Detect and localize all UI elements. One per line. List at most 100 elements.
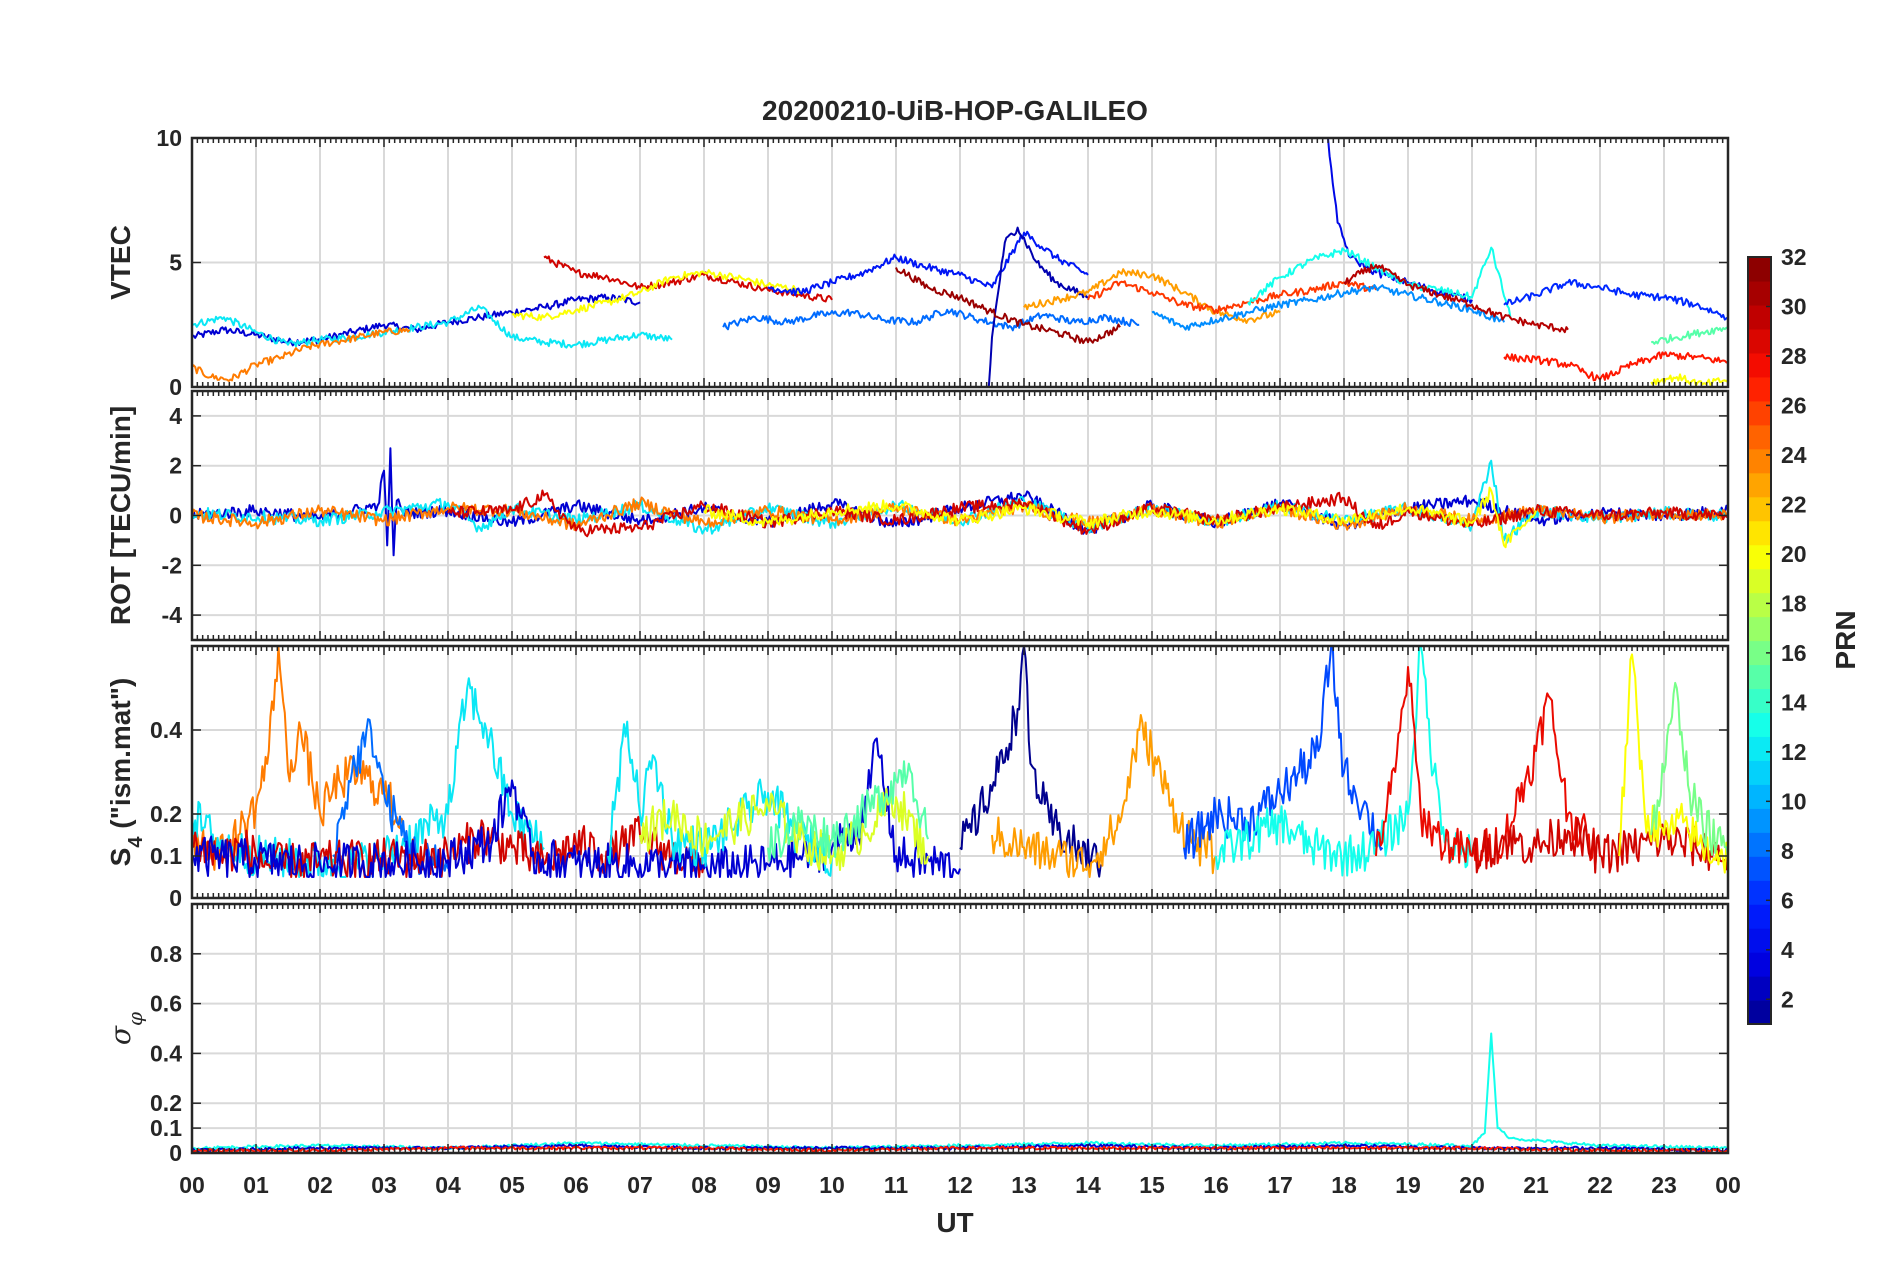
- y-tick-label: 0: [169, 885, 182, 911]
- x-tick-label: 22: [1587, 1172, 1613, 1198]
- colorbar-bin: [1748, 712, 1771, 737]
- vtec-series-prn-26: [1087, 280, 1377, 314]
- s4-panel: 00.10.20.4S4 ("ism.mat"): [105, 644, 1730, 911]
- colorbar-bin: [1748, 592, 1771, 618]
- x-tick-label: 03: [371, 1172, 397, 1198]
- x-axis-tick-labels: 00 01 02 03 04 05 06 07 08 09 10 11 12 13 14 15 16 17 18 19…: [179, 1172, 1741, 1198]
- colorbar-bin: [1748, 880, 1771, 905]
- rot-y-axis-label: ROT [TECU/min]: [105, 406, 136, 625]
- s4-series-prn-7: [1183, 646, 1384, 860]
- vtec-series-prn-6: [1503, 278, 1728, 321]
- y-tick-label: 0: [169, 503, 182, 529]
- colorbar-tick-label: 20: [1781, 541, 1807, 567]
- vtec-series-prn-5: [767, 230, 1089, 296]
- x-minor-ticks: [191, 646, 1729, 898]
- series-group: [192, 138, 1728, 387]
- x-tick-label: 21: [1523, 1172, 1549, 1198]
- sigma-phi-panel: 00.10.2 0.4 0.6 0.8 σφ: [104, 902, 1730, 1166]
- colorbar-bin: [1748, 280, 1771, 306]
- x-tick-label: 00: [1715, 1172, 1741, 1198]
- colorbar-bin: [1748, 376, 1771, 402]
- x-tick-label: 01: [243, 1172, 269, 1198]
- vtec-series-prn-30: [1343, 263, 1569, 334]
- vtec-series-prn-31: [895, 267, 1121, 345]
- x-tick-label: 16: [1203, 1172, 1229, 1198]
- y-label-main: S: [105, 848, 136, 867]
- vtec-y-axis-label: VTEC: [105, 225, 136, 300]
- x-tick-label: 08: [691, 1172, 717, 1198]
- y-tick-label: 0.2: [150, 801, 182, 827]
- s4-series-prn-20: [1618, 653, 1728, 874]
- colorbar-bin: [1748, 472, 1771, 498]
- x-axis-label: UT: [936, 1207, 973, 1238]
- s4-series-prn-8: [332, 718, 449, 878]
- x-tick-label: 19: [1395, 1172, 1421, 1198]
- s4-series-prn-29: [1471, 817, 1728, 874]
- colorbar-bin: [1748, 808, 1771, 833]
- x-tick-label: 17: [1267, 1172, 1293, 1198]
- rot-series-prn-29: [447, 489, 1728, 538]
- colorbar-bin: [1748, 904, 1771, 929]
- vtec-series-prn-23: [1023, 268, 1281, 324]
- y-label-main: σ: [104, 1025, 137, 1045]
- chart-title: 20200210-UiB-HOP-GALILEO: [762, 95, 1148, 126]
- colorbar-tick-label: 26: [1781, 392, 1807, 418]
- colorbar-label: PRN: [1830, 610, 1861, 669]
- y-tick-label: 0.2: [150, 1090, 182, 1116]
- rot-series-prn-20: [703, 486, 1537, 549]
- colorbar-bin: [1748, 616, 1771, 642]
- colorbar-frame: [1747, 256, 1772, 1025]
- x-tick-label: 15: [1139, 1172, 1165, 1198]
- colorbar-bin: [1748, 400, 1771, 426]
- y-label-rest: ("ism.mat"): [105, 678, 136, 837]
- colorbar-bin: [1748, 976, 1771, 1001]
- colorbar-bin: [1748, 784, 1771, 809]
- y-tick-label: 0: [169, 1140, 182, 1166]
- colorbar-tick-label: 4: [1781, 937, 1794, 963]
- vtec-series-prn-15: [1651, 326, 1728, 345]
- colorbar-tick-label: 6: [1781, 887, 1794, 913]
- x-tick-label: 18: [1331, 1172, 1357, 1198]
- vtec-series-prn-8: [722, 308, 1140, 332]
- vtec-series-prn-24: [192, 327, 411, 382]
- s4-series-prn-23: [991, 714, 1217, 878]
- vtec-series-prn-2: [987, 226, 1089, 387]
- colorbar-bin: [1748, 928, 1771, 953]
- colorbar-tick-label: 12: [1781, 739, 1807, 765]
- colorbar-tick-label: 2: [1781, 986, 1794, 1012]
- colorbar-bin: [1748, 664, 1771, 690]
- s4-series-prn-15: [767, 760, 929, 862]
- y-label-sub: φ: [123, 1012, 147, 1026]
- x-tick-label: 14: [1075, 1172, 1101, 1198]
- y-tick-label: 0.8: [150, 941, 182, 967]
- colorbar-bin: [1748, 568, 1771, 594]
- colorbar-tick-label: 22: [1781, 491, 1807, 517]
- colorbar-tick-label: 24: [1781, 442, 1807, 468]
- colorbar-bin: [1748, 424, 1771, 450]
- colorbar-bin: [1748, 520, 1771, 546]
- colorbar-bin: [1748, 640, 1771, 666]
- colorbar-bin: [1748, 257, 1771, 282]
- y-tick-label: -4: [162, 602, 183, 628]
- colorbar-bin: [1748, 1000, 1771, 1025]
- y-tick-label: 0.6: [150, 991, 182, 1017]
- colorbar-tick-label: 32: [1781, 244, 1807, 270]
- colorbar-bin: [1748, 304, 1771, 330]
- colorbar-tick-label: 28: [1781, 343, 1807, 369]
- colorbar-bin: [1748, 496, 1771, 522]
- colorbar-tick-label: 30: [1781, 293, 1807, 319]
- x-tick-label: 09: [755, 1172, 781, 1198]
- x-tick-label: 11: [884, 1172, 909, 1198]
- y-tick-label: 10: [156, 125, 182, 151]
- y-tick-label: 0.1: [150, 1115, 182, 1141]
- s4-series-prn-3: [192, 737, 961, 878]
- y-tick-label: 4: [169, 403, 182, 429]
- colorbar-bin: [1748, 952, 1771, 977]
- sigma_phi-y-axis-label: σφ: [104, 1012, 147, 1045]
- x-tick-label: 06: [563, 1172, 589, 1198]
- rot-panel: -4 -2 0 2 4 ROT [TECU/min]: [105, 389, 1730, 642]
- series-group: [192, 447, 1728, 557]
- y-tick-label: 0.1: [150, 843, 182, 869]
